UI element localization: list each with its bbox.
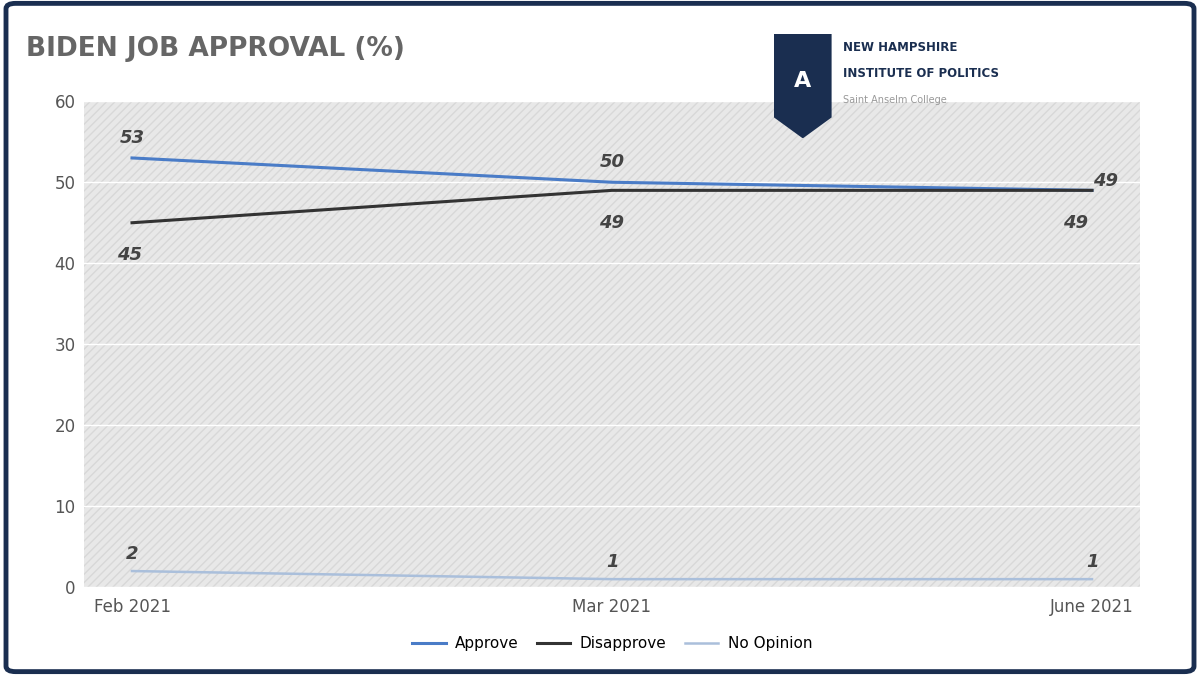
Approve — [605, 178, 619, 186]
Text: 49: 49 — [600, 214, 624, 232]
Text: 50: 50 — [600, 153, 624, 171]
Legend: Approve, Disapprove, No Opinion: Approve, Disapprove, No Opinion — [406, 630, 818, 657]
Line: Disapprove: Disapprove — [132, 190, 1092, 223]
Text: 2: 2 — [126, 545, 138, 563]
No Opinion — [125, 567, 139, 575]
Text: 1: 1 — [1086, 553, 1098, 571]
Text: 49: 49 — [1063, 214, 1088, 232]
Disapprove — [125, 219, 139, 227]
Approve — [1085, 186, 1099, 194]
No Opinion — [1085, 575, 1099, 583]
Approve — [125, 154, 139, 162]
Disapprove — [1085, 186, 1099, 194]
Line: Approve: Approve — [132, 158, 1092, 190]
Text: BIDEN JOB APPROVAL (%): BIDEN JOB APPROVAL (%) — [26, 36, 404, 62]
No Opinion — [605, 575, 619, 583]
Text: 53: 53 — [120, 129, 144, 147]
Bar — [84, 101, 1140, 587]
Text: INSTITUTE OF POLITICS: INSTITUTE OF POLITICS — [844, 68, 1000, 80]
Text: 49: 49 — [1093, 172, 1118, 190]
Text: NEW HAMPSHIRE: NEW HAMPSHIRE — [844, 41, 958, 54]
Text: 1: 1 — [606, 553, 618, 571]
Text: Saint Anselm College: Saint Anselm College — [844, 95, 947, 105]
Polygon shape — [774, 34, 832, 138]
Line: No Opinion: No Opinion — [132, 571, 1092, 579]
Disapprove — [605, 186, 619, 194]
Text: 45: 45 — [116, 246, 142, 265]
Text: A: A — [794, 71, 811, 91]
